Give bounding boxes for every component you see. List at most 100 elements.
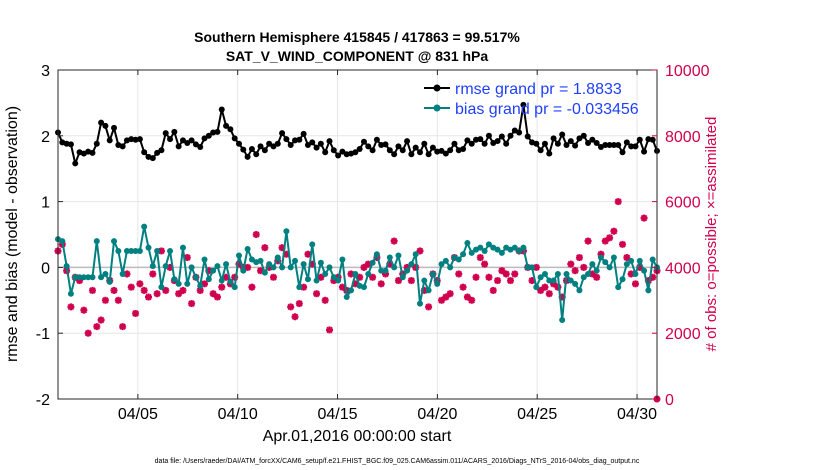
bias-point bbox=[524, 264, 531, 271]
rmse-point bbox=[257, 143, 264, 150]
rmse-point bbox=[395, 143, 402, 150]
rmse-point bbox=[576, 135, 583, 142]
rmse-point bbox=[162, 130, 169, 137]
bias-point bbox=[589, 261, 596, 268]
bias-point bbox=[559, 317, 566, 324]
rmse-point bbox=[231, 135, 238, 142]
rmse-point bbox=[274, 140, 281, 147]
obs-point bbox=[571, 267, 579, 275]
obs-point bbox=[614, 198, 622, 206]
obs-point bbox=[84, 329, 92, 337]
obs-point bbox=[610, 227, 618, 235]
rmse-point bbox=[214, 128, 221, 135]
obs-point bbox=[119, 323, 127, 331]
obs-point bbox=[502, 270, 510, 278]
obs-point bbox=[545, 290, 553, 298]
obs-mark-d2 bbox=[494, 277, 501, 284]
bias-point bbox=[606, 264, 613, 271]
chart-title-line-1: Southern Hemisphere 415845 / 417863 = 99… bbox=[194, 29, 520, 45]
y2-tick-label: 6000 bbox=[665, 195, 701, 212]
rmse-point bbox=[386, 147, 393, 154]
rmse-point bbox=[468, 140, 475, 147]
bias-point bbox=[214, 263, 221, 270]
y-axis-left: -2 -1 0 1 2 3 bbox=[36, 63, 63, 409]
rmse-point bbox=[399, 147, 406, 154]
rmse-point bbox=[425, 151, 432, 158]
rmse-point bbox=[533, 140, 540, 147]
bias-point bbox=[391, 264, 398, 271]
rmse-point bbox=[477, 136, 484, 143]
obs-mark-d2 bbox=[507, 277, 514, 284]
bias-point bbox=[412, 251, 419, 258]
bias-point bbox=[300, 261, 307, 268]
obs-mark-d2 bbox=[408, 277, 415, 284]
bias-point bbox=[636, 257, 643, 264]
obs-mark-d2 bbox=[571, 267, 579, 274]
rmse-point bbox=[360, 138, 367, 145]
rmse-point bbox=[606, 142, 613, 149]
x-tick-label: 04/10 bbox=[218, 406, 258, 423]
bias-point bbox=[179, 244, 186, 251]
bias-point bbox=[59, 238, 66, 245]
obs-mark-d2 bbox=[576, 254, 583, 261]
rmse-point bbox=[102, 122, 109, 129]
rmse-point bbox=[179, 137, 186, 144]
y-axis-label: rmse and bias (model - observation) bbox=[4, 106, 21, 362]
obs-point bbox=[425, 303, 433, 311]
rmse-point bbox=[408, 151, 415, 158]
bias-point bbox=[192, 274, 199, 281]
bias-point bbox=[167, 247, 174, 254]
obs-mark-d2 bbox=[459, 283, 467, 291]
obs-mark-d2 bbox=[567, 260, 575, 268]
obs-point bbox=[407, 277, 415, 285]
rmse-point bbox=[610, 142, 617, 149]
obs-mark-d2 bbox=[455, 270, 463, 278]
obs-point bbox=[179, 286, 187, 294]
rmse-point bbox=[223, 122, 230, 129]
obs-point bbox=[593, 273, 601, 281]
rmse-point bbox=[244, 153, 251, 160]
rmse-point bbox=[175, 143, 182, 150]
bias-point bbox=[111, 238, 118, 245]
obs-point bbox=[127, 283, 135, 291]
rmse-point bbox=[184, 140, 191, 147]
obs-point bbox=[213, 293, 221, 301]
bias-point bbox=[602, 259, 609, 266]
obs-mark-d2 bbox=[640, 214, 648, 222]
obs-mark-d2 bbox=[589, 270, 596, 278]
bias-point bbox=[154, 247, 161, 254]
obs-mark-d2 bbox=[498, 267, 506, 274]
obs-point bbox=[136, 280, 144, 288]
obs-mark-d2 bbox=[248, 283, 256, 291]
obs-point bbox=[291, 313, 299, 321]
bias-point bbox=[572, 280, 579, 287]
bias-point bbox=[481, 247, 488, 254]
rmse-point bbox=[119, 143, 126, 150]
bias-point bbox=[335, 277, 342, 284]
bias-point bbox=[610, 254, 617, 261]
bias-point bbox=[309, 241, 316, 248]
rmse-point bbox=[559, 131, 566, 138]
bias-point bbox=[516, 247, 523, 254]
rmse-point bbox=[283, 136, 290, 143]
obs-mark-d2 bbox=[67, 303, 75, 311]
obs-point bbox=[347, 270, 355, 278]
bias-point bbox=[550, 277, 557, 284]
obs-mark-d2 bbox=[218, 283, 226, 291]
obs-point bbox=[485, 273, 493, 281]
bias-point bbox=[227, 278, 234, 285]
obs-mark-d2 bbox=[257, 267, 264, 274]
bias-series bbox=[55, 223, 660, 324]
rmse-point bbox=[507, 132, 514, 139]
rmse-point bbox=[451, 140, 458, 147]
rmse-point bbox=[322, 149, 329, 156]
obs-point bbox=[476, 254, 484, 262]
rmse-point bbox=[563, 142, 570, 149]
rmse-point bbox=[641, 148, 648, 155]
bias-point bbox=[72, 274, 79, 281]
obs-mark-d2 bbox=[84, 329, 92, 337]
bias-point bbox=[369, 259, 376, 266]
obs-point bbox=[80, 306, 88, 314]
bias-point bbox=[533, 284, 540, 291]
